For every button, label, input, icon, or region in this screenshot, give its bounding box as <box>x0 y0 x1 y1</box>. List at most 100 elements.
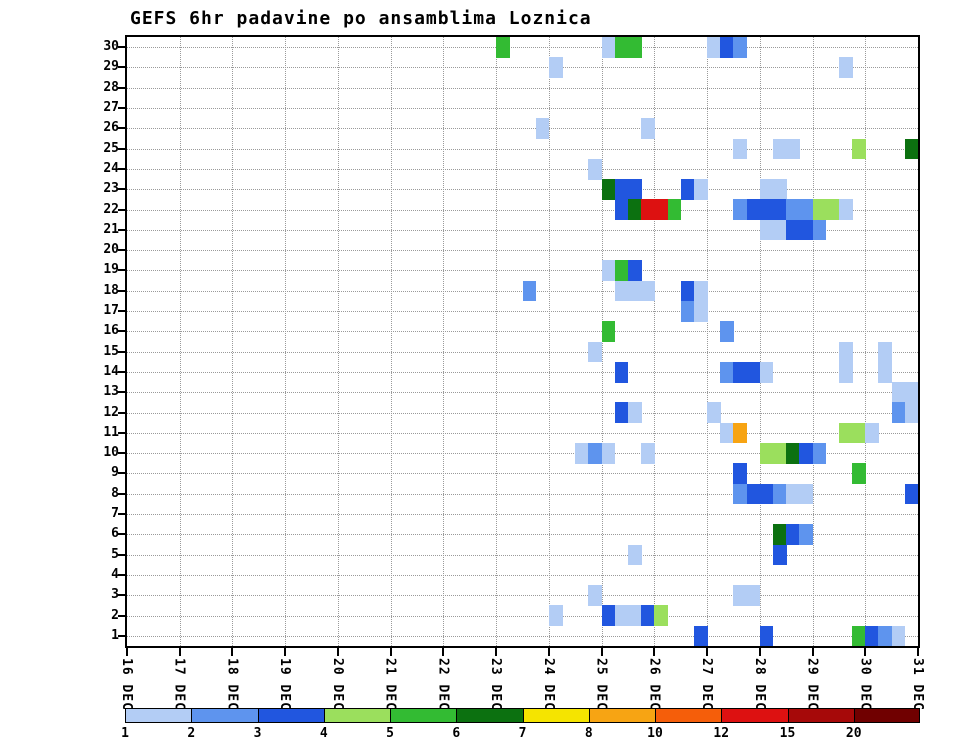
gridline-horizontal <box>127 574 918 576</box>
x-axis-tick <box>653 648 656 656</box>
y-axis-label: 14 <box>103 363 119 379</box>
gridline-horizontal <box>127 554 918 556</box>
heatmap-cell <box>746 361 761 383</box>
heatmap-cell <box>746 483 761 505</box>
y-axis-label: 1 <box>111 627 119 643</box>
heatmap-cell <box>614 37 629 58</box>
y-axis-tick <box>118 431 125 434</box>
heatmap-cell <box>812 219 827 241</box>
gridline-horizontal <box>127 209 918 211</box>
x-axis-tick <box>284 648 287 656</box>
heatmap-cell <box>825 199 840 221</box>
y-axis-tick <box>118 208 125 211</box>
gridline-horizontal <box>127 311 918 313</box>
heatmap-cell <box>772 443 787 464</box>
gridline-vertical <box>548 37 550 646</box>
heatmap-cell <box>627 199 642 221</box>
heatmap-cell <box>878 341 893 363</box>
colorbar-value: 7 <box>518 726 527 741</box>
heatmap-cell <box>588 341 603 363</box>
heatmap-cell <box>601 37 616 58</box>
colorbar-segment <box>125 708 193 723</box>
heatmap-cell <box>693 625 708 647</box>
x-axis-label: 27 DEC <box>699 658 715 711</box>
colorbar-value: 3 <box>253 726 262 741</box>
gridline-horizontal <box>127 635 918 637</box>
y-axis-label: 6 <box>111 526 119 542</box>
y-axis-label: 29 <box>103 59 119 75</box>
y-axis-label: 26 <box>103 120 119 136</box>
colorbar-legend: 1 2 3 4 5 6 7 8 10 12 15 20 <box>121 708 920 742</box>
y-axis-tick <box>118 330 125 333</box>
heatmap-cell <box>733 463 748 485</box>
gridline-vertical <box>759 37 761 646</box>
y-axis-tick <box>118 533 125 536</box>
heatmap-cell <box>693 280 708 302</box>
gridline-horizontal <box>127 148 918 150</box>
heatmap-cell <box>680 300 695 322</box>
heatmap-cell <box>799 199 814 221</box>
heatmap-cell <box>614 280 629 302</box>
gridline-horizontal <box>127 189 918 191</box>
x-axis-tick <box>706 648 709 656</box>
heatmap-cell <box>601 260 616 282</box>
heatmap-cell <box>680 179 695 200</box>
heatmap-cell <box>891 402 906 424</box>
x-axis-label: 16 DEC <box>119 658 134 711</box>
x-axis-label: 20 DEC <box>329 658 345 711</box>
gridline-horizontal <box>127 392 918 394</box>
heatmap-cell <box>891 625 906 647</box>
heatmap-cell <box>772 483 787 505</box>
heatmap-cell <box>759 199 774 221</box>
colorbar-value: 12 <box>713 726 730 741</box>
y-axis-tick <box>118 411 125 414</box>
heatmap-cell <box>852 463 866 485</box>
x-axis-tick <box>495 648 498 656</box>
y-axis-tick <box>118 66 125 69</box>
heatmap-cell <box>627 544 642 566</box>
heatmap-cell <box>588 443 603 464</box>
y-axis-tick <box>118 107 125 110</box>
heatmap-cell <box>746 199 761 221</box>
x-axis-tick <box>178 648 181 656</box>
heatmap-cell <box>786 138 800 160</box>
y-axis-tick <box>118 310 125 313</box>
heatmap-cell <box>772 219 787 241</box>
heatmap-cell <box>904 402 919 424</box>
x-axis-label: 30 DEC <box>857 658 873 711</box>
gridline-horizontal <box>127 534 918 536</box>
y-axis-label: 15 <box>103 343 119 359</box>
heatmap-cell <box>720 422 734 444</box>
heatmap-cell <box>588 585 603 606</box>
heatmap-cell <box>654 605 668 627</box>
y-axis-tick <box>118 86 125 89</box>
heatmap-cell <box>799 483 814 505</box>
x-axis-label: 26 DEC <box>646 658 662 711</box>
heatmap-cell <box>641 118 655 139</box>
y-axis-label: 11 <box>103 424 119 440</box>
y-axis-tick <box>118 289 125 292</box>
x-axis-label: 22 DEC <box>435 658 451 711</box>
gridline-horizontal <box>127 331 918 333</box>
gridline-vertical <box>496 37 498 646</box>
y-axis-label: 16 <box>103 323 119 339</box>
heatmap-cell <box>786 524 800 545</box>
gridline-horizontal <box>127 412 918 414</box>
heatmap-cell <box>904 138 919 160</box>
colorbar-segment <box>721 708 789 723</box>
heatmap-cell <box>786 443 800 464</box>
heatmap-cell <box>720 361 734 383</box>
heatmap-cell <box>614 361 629 383</box>
heatmap-cell <box>878 625 893 647</box>
gridline-vertical <box>232 37 234 646</box>
colorbar-value: 15 <box>779 726 796 741</box>
gridline-horizontal <box>127 229 918 231</box>
heatmap-cell <box>614 402 629 424</box>
colorbar-value: 10 <box>647 726 663 741</box>
heatmap-cell <box>772 138 787 160</box>
y-axis-tick <box>118 350 125 353</box>
y-axis-label: 30 <box>103 39 119 55</box>
heatmap-cell <box>759 179 774 200</box>
colorbar-segment <box>390 708 458 723</box>
colorbar-value: 4 <box>319 726 328 741</box>
